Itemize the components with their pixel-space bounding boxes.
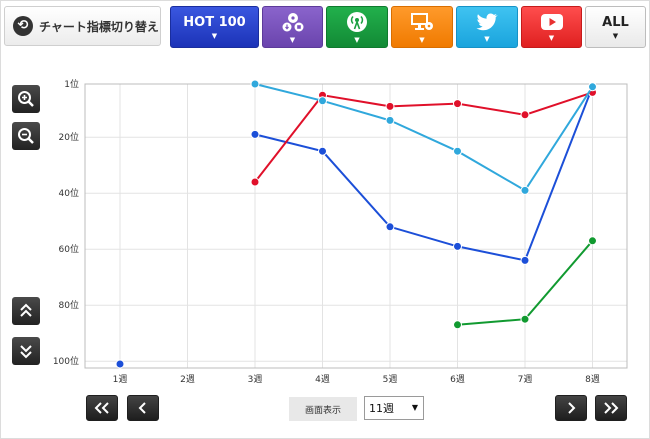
- data-point[interactable]: [520, 255, 530, 265]
- tab-twitter[interactable]: ▼: [456, 6, 518, 48]
- series-2: [250, 79, 597, 195]
- data-point[interactable]: [250, 177, 260, 187]
- data-point[interactable]: [520, 110, 530, 120]
- switch-label: チャート指標切り替え: [39, 19, 159, 34]
- y-tick-label: 100位: [53, 355, 79, 367]
- chevron-down-icon: ▼: [548, 34, 555, 42]
- data-point[interactable]: [250, 79, 260, 89]
- tab-all-label: ALL: [602, 14, 629, 30]
- scroll-down-button[interactable]: [12, 337, 40, 365]
- zoom-in-button[interactable]: [12, 85, 40, 113]
- data-point[interactable]: [453, 320, 462, 330]
- x-tick-label: 6週: [450, 374, 465, 385]
- double-chevron-down-icon: [20, 345, 32, 359]
- data-point[interactable]: [520, 185, 530, 195]
- zoom-out-icon: [18, 128, 34, 144]
- plot-area-border: [84, 83, 628, 369]
- refresh-icon: ⟲: [13, 16, 33, 36]
- radio-antenna-icon: [347, 12, 367, 32]
- data-point[interactable]: [453, 241, 462, 251]
- data-point[interactable]: [115, 359, 125, 369]
- pc-lookup-icon: [411, 13, 433, 30]
- data-point[interactable]: [385, 115, 395, 125]
- double-chevron-up-icon: [20, 303, 32, 317]
- chevron-right-icon: [568, 402, 576, 414]
- x-tick-label: 1週: [113, 374, 128, 385]
- chevron-down-icon: ▼: [411, 403, 418, 412]
- series-line: [254, 91, 593, 183]
- double-chevron-right-icon: [604, 402, 619, 414]
- data-point[interactable]: [318, 96, 327, 106]
- next-page-button[interactable]: [555, 395, 587, 421]
- double-chevron-left-icon: [94, 402, 109, 414]
- y-tick-label: 60位: [59, 243, 79, 255]
- zoom-in-icon: [18, 91, 34, 107]
- y-tick-label: 40位: [59, 187, 79, 199]
- y-tick-label: 80位: [59, 299, 79, 311]
- chart-index-switch-button[interactable]: ⟲ チャート指標切り替え: [4, 6, 161, 46]
- data-point[interactable]: [385, 101, 395, 111]
- scroll-up-button[interactable]: [12, 297, 40, 325]
- x-tick-label: 3週: [248, 374, 263, 385]
- tab-radio[interactable]: ▼: [326, 6, 388, 48]
- series-0: [115, 82, 597, 369]
- prev-page-button[interactable]: [127, 395, 159, 421]
- zoom-out-button[interactable]: [12, 122, 40, 150]
- data-point[interactable]: [385, 222, 395, 232]
- series-line: [254, 86, 594, 262]
- data-point[interactable]: [453, 146, 462, 156]
- chevron-down-icon: ▼: [211, 31, 218, 40]
- x-tick-label: 5週: [383, 374, 398, 385]
- data-point[interactable]: [453, 99, 462, 109]
- last-page-button[interactable]: [595, 395, 627, 421]
- twitter-icon: [476, 13, 498, 31]
- tab-youtube[interactable]: ▼: [521, 6, 582, 48]
- chevron-down-icon: ▼: [289, 36, 296, 44]
- first-page-button[interactable]: [86, 395, 118, 421]
- tab-hot100[interactable]: HOT 100 ▼: [170, 6, 259, 48]
- chart-grid: [85, 83, 627, 368]
- x-tick-label: 7週: [518, 374, 533, 385]
- display-range-label: 画面表示: [289, 397, 357, 421]
- chart-series: [115, 79, 597, 369]
- tab-pc-lookup[interactable]: ▼: [391, 6, 453, 48]
- x-axis: 1週 2週 3週 4週 5週 6週 7週 8週: [113, 374, 600, 385]
- tab-all[interactable]: ALL ▼: [585, 6, 646, 48]
- y-axis: 1位 20位 40位 60位 80位 100位: [53, 78, 79, 367]
- tab-hot100-label: HOT 100: [183, 14, 246, 30]
- chevron-left-icon: [138, 402, 146, 414]
- display-range-select[interactable]: 11週 ▼: [364, 396, 424, 420]
- x-tick-label: 8週: [585, 374, 600, 385]
- data-point[interactable]: [250, 129, 260, 139]
- x-tick-label: 4週: [315, 374, 330, 385]
- data-point[interactable]: [588, 236, 597, 246]
- chevron-down-icon: ▼: [612, 31, 619, 40]
- series-line: [254, 83, 594, 192]
- cd-download-icon: [282, 13, 303, 32]
- data-point[interactable]: [318, 146, 327, 156]
- display-range-value: 11週: [369, 402, 394, 415]
- y-tick-label: 20位: [59, 131, 79, 143]
- youtube-icon: [540, 14, 563, 30]
- tab-package[interactable]: ▼: [262, 6, 323, 48]
- chevron-down-icon: ▼: [419, 36, 425, 44]
- ranking-line-chart: 1位 20位 40位 60位 80位 100位 1週 2週 3週 4週 5週 6週 7週 8週: [53, 78, 628, 385]
- y-tick-label: 1位: [64, 78, 79, 90]
- chevron-down-icon: ▼: [484, 35, 490, 43]
- chevron-down-icon: ▼: [354, 36, 360, 44]
- data-point[interactable]: [588, 82, 597, 92]
- series-3: [453, 236, 597, 330]
- x-tick-label: 2週: [180, 374, 195, 385]
- data-point[interactable]: [520, 314, 530, 324]
